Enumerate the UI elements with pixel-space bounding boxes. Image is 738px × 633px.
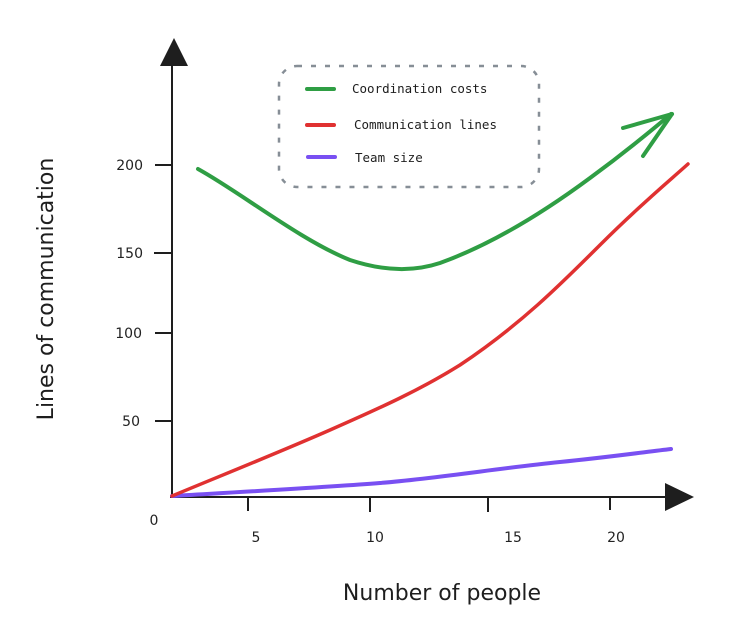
x-ticks [247,497,611,512]
origin-label: 0 [150,513,159,529]
legend: Coordination costs Communication lines T… [277,64,541,189]
legend-label: Team size [355,150,423,165]
y-tick-label: 200 [116,158,143,174]
x-tick-label: 15 [504,530,522,546]
series-team-size-line [170,447,673,498]
x-tick-label: 5 [252,530,261,546]
legend-label: Coordination costs [352,81,487,96]
x-tick-label: 10 [366,530,384,546]
series-communication-lines-line [170,162,690,498]
y-tick-label: 100 [115,326,142,342]
y-axis-title: Lines of communication [34,158,59,421]
y-axis-arrow-icon [160,38,188,66]
x-axis-arrow-icon [665,483,694,511]
series-coordination-costs-line [196,112,673,272]
legend-border [277,64,541,189]
y-tick-label: 50 [122,414,140,430]
x-axis-title: Number of people [343,581,541,606]
coordination-arrow-icon [621,112,674,158]
y-ticks [154,164,172,422]
y-tick-label: 150 [116,246,143,262]
x-tick-label: 20 [607,530,625,546]
legend-label: Communication lines [354,117,497,132]
